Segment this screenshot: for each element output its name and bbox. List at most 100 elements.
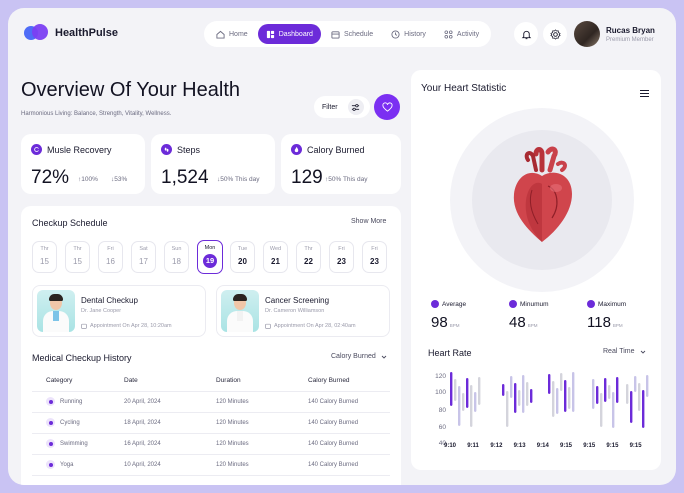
row-category: Swimming [60,440,88,447]
settings-button[interactable] [543,22,567,46]
gear-icon [549,28,561,40]
nav-home-label: Home [229,30,248,38]
table-header-row: Category Date Duration Calory Burned [32,371,390,392]
heart-rate-bar [466,378,469,408]
chevron-down-icon [381,355,387,359]
nav-activity[interactable]: Activity [436,24,487,44]
appointment-name: Cancer Screening [265,296,330,305]
metric-unit: BPM [449,323,460,328]
heart-rate-bar [612,392,615,428]
heart-rate-bar [600,393,603,427]
date-cell-selected[interactable]: Mon 19 [197,240,223,274]
menu-icon[interactable] [640,84,649,102]
metric-label: Maximum [598,300,627,308]
date-cell[interactable]: Sun 18 [164,241,189,273]
row-date: 16 April, 2024 [124,433,216,455]
date-cell[interactable]: Thr 15 [65,241,90,273]
filter-label: Filter [322,103,338,111]
row-duration: 120 Minutes [216,391,308,413]
day-name: Sat [139,246,148,252]
notifications-button[interactable] [514,22,538,46]
x-tick-label: 9:14 [536,443,549,449]
date-cell[interactable]: Sat 17 [131,241,156,273]
user-name: Rucas Bryan [606,25,655,35]
filter-button[interactable]: Filter [314,96,370,118]
nav-dashboard[interactable]: Dashboard [257,24,321,44]
date-cell[interactable]: Fri 23 [329,241,354,273]
stat-value: 1,524 [161,167,209,188]
stat-label: Calory Burned [307,144,365,155]
table-row[interactable]: Swimming 16 April, 2024 120 Minutes 140 Cal… [32,433,390,455]
heart-rate-bar [506,391,509,427]
heart-rate-bar [568,387,571,409]
nav-history-label: History [404,30,426,38]
brand-logo[interactable]: HealthPulse [24,24,118,42]
column-header[interactable]: Calory Burned [308,371,390,392]
user-profile[interactable]: Rucas Bryan Premium Member [574,21,655,47]
date-cell[interactable]: Tue 20 [230,241,255,273]
pulse-icon [587,300,595,308]
heart-pulse-icon [381,101,393,112]
sliders-icon [347,99,364,115]
x-tick-label: 9:11 [467,443,479,449]
date-cell[interactable]: Fri 16 [98,241,123,273]
heart-rate-bar [642,390,645,428]
history-title: Medical Checkup History [32,353,132,363]
column-header[interactable]: Date [124,371,216,392]
history-filter-dropdown[interactable]: Calory Burned [331,353,387,360]
appointment-time: Appointment On Apr 28, 02:40am [265,323,356,329]
appointment-time-text: Appointment On Apr 28, 02:40am [274,323,356,329]
heart-rate-bar [548,374,551,394]
stat-card-recovery[interactable]: Musle Recovery 72% ↑100% ↓53% [21,134,145,194]
doctor-photo [221,290,259,332]
metric-unit: BPM [527,323,538,328]
stat-change-up: ↑100% [78,176,98,183]
day-name: Wed [269,246,282,252]
table-row[interactable]: Running 20 April, 2024 120 Minutes 140 Calo… [32,391,390,413]
row-category: Yoga [60,461,74,468]
nav-home[interactable]: Home [208,24,256,44]
x-tick-label: 9:13 [513,443,526,449]
row-duration: 120 Minutes [216,412,308,434]
logo-icon [24,24,48,42]
column-header[interactable]: Category [32,371,124,392]
top-header: HealthPulse Home Dashboard Schedule Hist… [8,8,676,60]
row-date: 20 April, 2024 [124,391,216,413]
day-name: Thr [304,246,313,252]
appointment-card-cancer[interactable]: Cancer Screening Dr. Cameron Williamson … [216,285,390,337]
column-header[interactable]: Duration [216,371,308,392]
heart-rate-range-dropdown[interactable]: Real Time [603,348,646,355]
calendar-icon [265,323,271,329]
nav-history[interactable]: History [383,24,434,44]
day-name: Mon [204,245,216,251]
nav-schedule[interactable]: Schedule [323,24,381,44]
day-name: Thr [73,246,82,252]
day-number: 18 [172,257,181,266]
day-name: Tue [237,246,248,252]
day-name: Thr [40,246,49,252]
stat-label: Steps [177,144,201,155]
heart-rate-bar [462,393,465,411]
pulse-icon [431,300,439,308]
heart-rate-bar [514,383,517,413]
appointment-card-dental[interactable]: Dental Checkup Dr. Jane Cooper Appointme… [32,285,206,337]
x-tick-label: 9:10 [444,443,457,449]
table-row[interactable]: Yoga 10 April, 2024 120 Minutes 140 Calory … [32,454,390,476]
heart-metric-minimum: Minumum 48 BPM [499,294,571,336]
appointment-time-text: Appointment On Apr 28, 10:20am [90,323,172,329]
heart-rate-bar [572,372,575,412]
stat-card-calories[interactable]: Calory Burned 129 ↑50% This day [281,134,401,194]
date-cell[interactable]: Fri 23 [362,241,387,273]
date-cell[interactable]: Wed 21 [263,241,288,273]
day-number: 16 [106,257,115,266]
date-cell[interactable]: Thr 22 [296,241,321,273]
action-button[interactable] [374,94,400,120]
heart-organ-image [513,146,572,242]
table-row[interactable]: Cycling 18 April, 2024 120 Minutes 140 Calo… [32,412,390,434]
stat-card-steps[interactable]: Steps 1,524 ↓50% This day [151,134,275,194]
activity-icon [46,460,55,469]
page-subtitle: Harmonious Living: Balance, Strength, Vi… [21,111,172,117]
date-cell[interactable]: Thr 15 [32,241,57,273]
show-more-link[interactable]: Show More [351,218,387,225]
doctor-name: Dr. Jane Cooper [81,308,122,314]
